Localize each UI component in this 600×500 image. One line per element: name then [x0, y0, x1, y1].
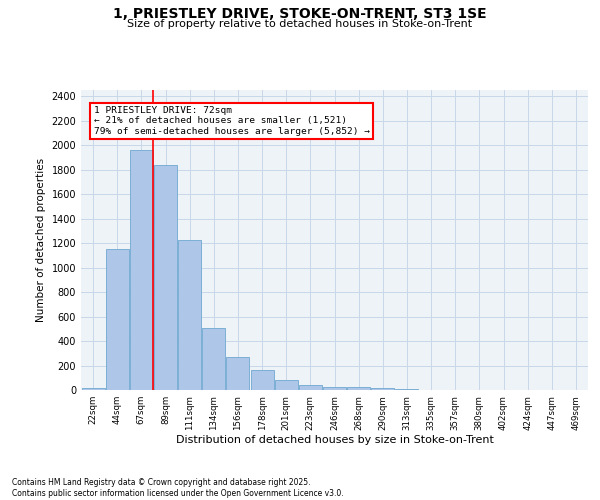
Bar — [275, 380, 298, 390]
Bar — [371, 388, 394, 390]
Bar — [226, 357, 250, 390]
X-axis label: Distribution of detached houses by size in Stoke-on-Trent: Distribution of detached houses by size … — [176, 436, 493, 446]
Bar — [347, 386, 370, 390]
Bar — [323, 386, 346, 390]
Bar — [82, 388, 104, 390]
Bar — [251, 370, 274, 390]
Bar — [106, 249, 128, 390]
Text: 1, PRIESTLEY DRIVE, STOKE-ON-TRENT, ST3 1SE: 1, PRIESTLEY DRIVE, STOKE-ON-TRENT, ST3 … — [113, 8, 487, 22]
Bar — [299, 386, 322, 390]
Bar — [154, 164, 177, 390]
Text: Size of property relative to detached houses in Stoke-on-Trent: Size of property relative to detached ho… — [127, 19, 473, 29]
Bar — [202, 328, 225, 390]
Bar — [130, 150, 153, 390]
Text: 1 PRIESTLEY DRIVE: 72sqm
← 21% of detached houses are smaller (1,521)
79% of sem: 1 PRIESTLEY DRIVE: 72sqm ← 21% of detach… — [94, 106, 370, 136]
Text: Contains HM Land Registry data © Crown copyright and database right 2025.
Contai: Contains HM Land Registry data © Crown c… — [12, 478, 344, 498]
Bar — [178, 240, 201, 390]
Y-axis label: Number of detached properties: Number of detached properties — [36, 158, 46, 322]
